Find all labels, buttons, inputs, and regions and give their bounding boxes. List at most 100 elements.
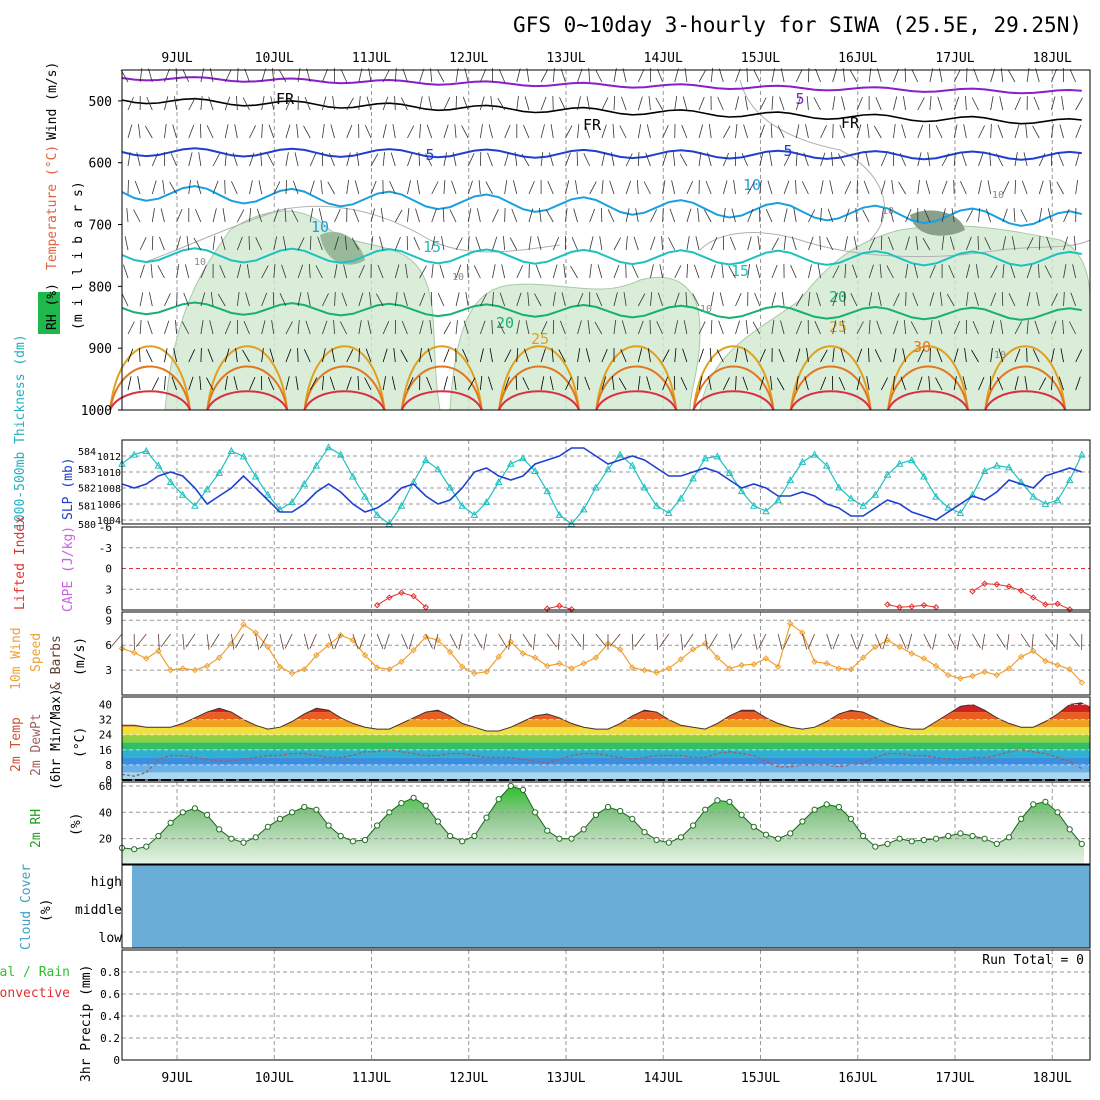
- wind-barb: [820, 125, 827, 139]
- wind-barb: [613, 264, 620, 279]
- wind-barb: [722, 152, 729, 167]
- wind10m-point: [726, 665, 733, 672]
- contour-30: [206, 365, 289, 411]
- date-label-top: 14JUL: [644, 51, 683, 66]
- wind-barb: [127, 152, 131, 167]
- wind-barb: [917, 97, 925, 111]
- wind-barb: [391, 376, 396, 391]
- wind-barb: [419, 292, 426, 307]
- upper-ytick: 700: [89, 219, 112, 234]
- wind-barb: [672, 152, 676, 167]
- wind-barb: [467, 153, 475, 167]
- wind-barb: [577, 68, 583, 83]
- wind-barb: [917, 349, 925, 363]
- rh2m-point: [860, 832, 867, 840]
- wind-barb: [334, 291, 336, 307]
- wind-barb: [650, 236, 656, 251]
- date-label-bottom: 18JUL: [1033, 1071, 1072, 1086]
- wind-barb: [1069, 69, 1077, 83]
- wind-barb: [990, 320, 995, 335]
- wind-barb: [489, 348, 493, 363]
- wind-barb: [998, 348, 1004, 363]
- wind-barb: [515, 375, 518, 391]
- wind10m-barb: [932, 633, 937, 650]
- wind10m-barb: [546, 633, 557, 648]
- thickness-point: [871, 490, 880, 498]
- wind-barb: [893, 375, 895, 391]
- contour-label: 5: [783, 142, 792, 160]
- contour-25: [984, 345, 1067, 411]
- wind-barb: [565, 377, 572, 391]
- wind-barb: [893, 96, 898, 111]
- wind10m-point: [313, 651, 320, 659]
- ylabel-wind: Wind (m/s): [45, 62, 60, 140]
- wind-barb: [273, 181, 281, 195]
- wind-barb: [547, 180, 554, 195]
- wind-barb: [271, 320, 275, 335]
- contour-freezing: [121, 97, 1082, 125]
- wind-barb: [1021, 180, 1028, 195]
- wind-barb: [278, 69, 287, 83]
- contour-label: 15: [731, 262, 749, 280]
- thickness-point: [239, 452, 248, 460]
- wind-barb: [717, 97, 724, 111]
- upper-panel: RH (%) Temperature (°C) Wind (m/s) (m i …: [38, 62, 86, 334]
- wind-barb: [795, 293, 804, 307]
- rh2m-point: [240, 839, 247, 846]
- wind-barb: [971, 97, 979, 111]
- wind-barb: [393, 348, 396, 363]
- ylabel-cloud: Cloud Cover: [19, 864, 34, 950]
- wind-barb: [601, 180, 604, 195]
- wind-barb: [893, 124, 896, 139]
- wind10m-barb: [981, 633, 986, 650]
- wind-barb: [946, 293, 955, 307]
- thickness-point: [349, 472, 357, 480]
- wind-barb: [224, 348, 230, 363]
- wind-barb: [1062, 319, 1064, 335]
- wind-barb: [594, 321, 603, 335]
- ylabel-millibars: (m i l l i b a r s): [71, 181, 86, 330]
- panel-frame-upper: [121, 69, 1091, 411]
- wind-barb: [245, 292, 250, 307]
- wind-barb: [528, 236, 532, 251]
- wind-barb: [490, 96, 493, 111]
- wind10m-barb: [433, 633, 439, 650]
- wind-barb: [358, 96, 361, 111]
- wind-barb: [1002, 236, 1007, 251]
- wind-barb: [333, 319, 335, 335]
- wind-barb: [138, 124, 141, 139]
- wind-barb: [382, 69, 390, 83]
- wind10m-barb: [1006, 633, 1010, 650]
- thickness-point: [713, 452, 722, 460]
- wind-barb: [455, 264, 462, 279]
- wind-barb: [661, 235, 663, 251]
- wind-barb: [1057, 152, 1064, 167]
- date-label-top: 12JUL: [449, 51, 488, 66]
- wind-barb: [297, 292, 302, 307]
- wind-barb: [176, 291, 178, 307]
- wind-barb: [929, 292, 935, 307]
- slp-line: [121, 447, 1083, 521]
- wind-barb: [248, 235, 250, 251]
- rh2m-point: [1030, 801, 1037, 808]
- contour-label: FR: [583, 116, 602, 134]
- li-point: [981, 580, 988, 587]
- wind-barb: [570, 265, 578, 279]
- wind10m-barb: [206, 633, 210, 650]
- rh2m-point: [677, 834, 685, 841]
- wind-barb: [686, 236, 690, 251]
- contour-label: 25: [531, 330, 549, 348]
- wind-barb: [294, 152, 299, 167]
- wind-barb: [186, 236, 190, 251]
- wind-barb: [922, 237, 931, 251]
- wind-barb: [875, 96, 882, 111]
- wind-barb: [370, 236, 374, 251]
- rh2m-point: [690, 822, 697, 829]
- wind10m-point: [215, 654, 223, 661]
- wind-barb: [914, 264, 919, 279]
- wind-barb: [852, 264, 858, 279]
- wind-barb: [303, 125, 311, 139]
- wind-barb: [710, 237, 718, 251]
- wind-barb: [249, 152, 255, 167]
- wind-barb: [893, 348, 897, 363]
